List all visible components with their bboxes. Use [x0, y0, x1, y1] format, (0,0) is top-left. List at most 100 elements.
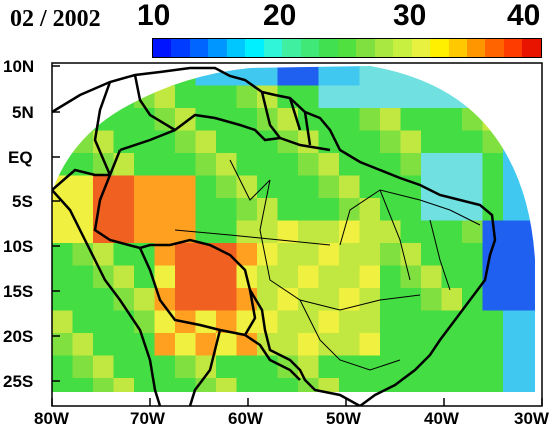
grid-cell [154, 198, 176, 222]
colorbar-segment [485, 39, 504, 57]
grid-cell [380, 108, 402, 132]
grid-cell [195, 175, 217, 199]
grid-cell [380, 130, 402, 154]
grid-cell [175, 355, 197, 379]
grid-cell [257, 355, 279, 379]
grid-cell [154, 85, 176, 109]
grid-cell [277, 333, 299, 357]
grid-cell [93, 288, 115, 312]
grid-cell [380, 220, 402, 244]
grid-cell [400, 85, 422, 109]
grid-cell [257, 243, 279, 267]
grid-cell [298, 108, 320, 132]
x-label-80w: 80W [34, 409, 70, 428]
grid-cell [523, 378, 535, 392]
colorbar-segment [430, 39, 449, 57]
grid-cell [93, 378, 115, 392]
grid-cell [339, 310, 361, 334]
grid-cell [462, 378, 484, 392]
colorbar-label-30: 30 [393, 0, 427, 32]
grid-cell [195, 85, 217, 109]
grid-cell [441, 265, 463, 289]
grid-cell [257, 175, 279, 199]
grid-cell [134, 153, 156, 177]
grid-cell [216, 333, 238, 357]
y-label-5n: 5N [12, 103, 34, 122]
grid-cell [441, 243, 463, 267]
grid-cell [339, 243, 361, 267]
grid-cell [113, 130, 135, 154]
grid-cell [421, 378, 443, 392]
colorbar-segment [208, 39, 227, 57]
grid-cell [421, 333, 443, 357]
grid-cell [277, 153, 299, 177]
grid-cell [72, 310, 94, 334]
grid-cell [503, 175, 525, 199]
grid-cell [462, 153, 484, 177]
grid-cell [52, 355, 74, 379]
grid-cell [359, 310, 381, 334]
grid-cell [318, 198, 340, 222]
grid-cell [52, 310, 74, 334]
grid-cell [441, 198, 463, 222]
grid-cell [380, 85, 402, 109]
x-label-60w: 60W [228, 409, 264, 428]
grid-cell [359, 243, 381, 267]
grid-cell [441, 355, 463, 379]
grid-cell [339, 220, 361, 244]
grid-cell [462, 108, 484, 132]
grid-cell [257, 85, 279, 109]
grid-cell [72, 265, 94, 289]
grid-cell [298, 66, 320, 87]
grid-cell [503, 333, 525, 357]
grid-cell [339, 198, 361, 222]
grid-cell [462, 355, 484, 379]
grid-cell [113, 265, 135, 289]
colorbar-segment [448, 39, 467, 57]
grid-cell [523, 265, 535, 289]
colorbar-segment [263, 39, 283, 57]
grid-cell [482, 333, 504, 357]
grid-cell [400, 66, 422, 87]
grid-cell [462, 220, 484, 244]
colorbar-segment [245, 39, 264, 57]
grid-cell [277, 66, 299, 87]
grid-cell [195, 153, 217, 177]
grid-cell [339, 355, 361, 379]
grid-cell [113, 66, 135, 87]
grid-cell [257, 288, 279, 312]
grid-cell [359, 333, 381, 357]
grid-cell [503, 288, 525, 312]
colorbar-segment [356, 39, 375, 57]
grid-cell [236, 378, 258, 392]
grid-cell [421, 220, 443, 244]
grid-cell [134, 198, 156, 222]
grid-cell [195, 333, 217, 357]
grid-cell [482, 153, 504, 177]
y-label-10s: 10S [3, 237, 33, 256]
grid-cell [216, 355, 238, 379]
grid-cell [72, 288, 94, 312]
grid-cell [236, 175, 258, 199]
grid-cell [93, 310, 115, 334]
grid-cell [236, 130, 258, 154]
grid-cell [339, 288, 361, 312]
colorbar-segment [226, 39, 246, 57]
colorbar-label-40: 40 [507, 0, 541, 32]
grid-cell [175, 333, 197, 357]
grid-cell [523, 288, 535, 312]
grid-cell [72, 378, 94, 392]
grid-cell [523, 333, 535, 357]
colorbar-segment [189, 39, 209, 57]
grid-cell [400, 108, 422, 132]
colorbar-segment [522, 39, 541, 57]
grid-cell [175, 175, 197, 199]
grid-cell [482, 310, 504, 334]
y-label-15s: 15S [3, 282, 33, 301]
grid-cell [441, 130, 463, 154]
grid-cell [462, 265, 484, 289]
grid-cell [503, 220, 525, 244]
grid-cell [359, 378, 381, 392]
colorbar-segment [319, 39, 338, 57]
grid-cell [52, 175, 74, 199]
